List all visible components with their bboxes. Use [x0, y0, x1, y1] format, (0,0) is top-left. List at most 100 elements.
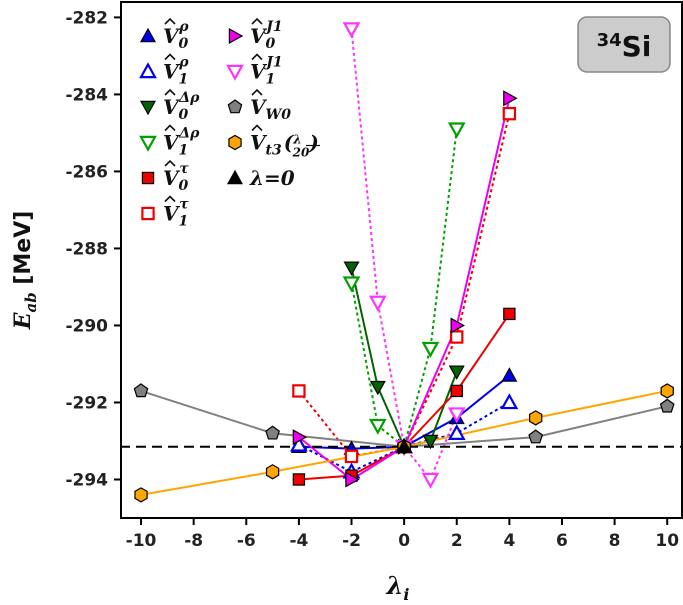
legend-label-5: V1τ — [163, 197, 189, 230]
legend-hat-accent — [251, 53, 263, 61]
data-point-s6-1 — [345, 471, 360, 488]
data-point-s5-0 — [292, 384, 306, 398]
data-point-s4-0 — [292, 473, 306, 486]
x-tick-label: 0 — [398, 531, 410, 551]
legend-marker-7 — [226, 64, 244, 81]
legend-hat-accent — [251, 88, 263, 96]
series-lines — [140, 28, 668, 496]
nucleus-mass-number: 34 — [597, 30, 622, 51]
legend-hat-accent — [251, 124, 263, 132]
data-point-s7-4 — [447, 407, 466, 424]
y-axis-title-sub: ab — [22, 292, 40, 312]
legend-label-4: V0τ — [163, 161, 189, 194]
data-point-s9-0 — [134, 487, 148, 503]
legend-hat-accent — [251, 17, 263, 25]
x-axis-title: λi — [386, 571, 410, 604]
data-point-s6-0 — [292, 429, 308, 446]
legend-marker-5 — [141, 206, 155, 221]
data-point-s7-0 — [342, 22, 361, 39]
legend-label-7: V1J1 — [250, 55, 283, 88]
data-point-s2-3 — [422, 434, 439, 450]
legend-marker-6 — [228, 27, 244, 45]
legend-marker-10 — [226, 169, 244, 185]
legend-hat-accent — [164, 124, 176, 132]
data-point-s3-0 — [342, 276, 361, 293]
nucleus-symbol: Si — [622, 30, 652, 63]
legend-hat-accent — [164, 195, 176, 203]
legend-label-2: V0Δρ — [163, 90, 200, 123]
y-tick-label: -292 — [65, 393, 108, 413]
y-tick-label: -286 — [65, 162, 108, 182]
data-point-s9-3 — [529, 410, 543, 426]
data-point-s2-0 — [343, 261, 360, 276]
y-tick-label: -288 — [65, 239, 108, 259]
series-line-6 — [298, 98, 511, 481]
data-point-s3-4 — [447, 122, 466, 139]
legend-hat-accent — [164, 159, 176, 167]
legend-hat-accent — [164, 88, 176, 96]
legend-label-6: V0J1 — [250, 19, 283, 52]
data-point-s9-1 — [265, 464, 280, 480]
data-point-s8-4 — [659, 398, 675, 413]
y-tick-label: -294 — [65, 470, 108, 490]
data-point-s6-4 — [503, 90, 518, 107]
x-tick-label: 6 — [556, 531, 568, 551]
x-tick-label: -2 — [342, 531, 361, 551]
x-axis-title-main: λ — [386, 571, 404, 600]
legend-marker-1 — [139, 62, 157, 79]
data-point-s7-3 — [421, 472, 440, 489]
legend-label-0: V0ρ — [163, 19, 189, 52]
data-point-s8-1 — [265, 425, 280, 440]
nucleus-label-box: 34Si — [577, 16, 671, 73]
x-axis-title-sub: i — [403, 585, 409, 604]
data-point-s3-3 — [421, 341, 440, 358]
legend-label-8: VW0 — [250, 95, 291, 123]
data-point-s2-4 — [448, 365, 465, 380]
legend-label-1: V1ρ — [163, 55, 189, 88]
legend-label-9: Vt3 (λ 20) — [250, 131, 319, 160]
series-markers — [133, 22, 675, 503]
legend-marker-3 — [139, 135, 157, 152]
data-point-s1-3 — [447, 424, 466, 440]
series-line-1 — [298, 401, 510, 473]
legend-label-3: V1Δρ — [163, 126, 200, 159]
legend-hat-accent — [164, 17, 176, 25]
y-tick-label: -282 — [65, 8, 108, 28]
svg-text:λi: λi — [386, 571, 410, 604]
series-line-2 — [350, 267, 458, 448]
data-point-s3-1 — [368, 418, 387, 435]
y-axis-title: Eab [MeV] — [10, 211, 40, 331]
y-axis-title-unit: [MeV] — [11, 211, 36, 293]
y-tick-label: -284 — [65, 85, 108, 105]
axis-ticks: -10 -8 -6 -4 -2 0 2 4 6 8 10 -294 -292 -290 -288 -286 -2… — [65, 8, 679, 551]
x-tick-label: -8 — [184, 531, 203, 551]
data-point-s0-4 — [501, 367, 518, 382]
x-tick-label: -10 — [126, 531, 157, 551]
x-tick-label: 4 — [503, 531, 515, 551]
x-tick-label: 10 — [655, 531, 679, 551]
series-line-5 — [298, 113, 511, 458]
data-point-s6-3 — [450, 317, 465, 334]
y-tick-label: -290 — [65, 316, 108, 336]
data-point-s5-4 — [502, 106, 517, 121]
x-tick-label: -6 — [237, 531, 256, 551]
x-tick-label: -4 — [289, 531, 308, 551]
data-point-s4-4 — [503, 307, 516, 321]
svg-text:34Si: 34Si — [597, 30, 652, 63]
data-point-s7-1 — [368, 295, 387, 312]
data-point-s10-0 — [396, 438, 413, 453]
x-tick-label: 8 — [609, 531, 621, 551]
data-point-s5-1 — [344, 449, 359, 464]
data-point-s1-0 — [290, 435, 308, 452]
data-point-s1-4 — [500, 393, 519, 410]
data-point-s2-1 — [369, 380, 386, 396]
svg-text:Eab [MeV]: Eab [MeV] — [10, 211, 40, 331]
series-line-3 — [350, 128, 458, 449]
data-point-s8-0 — [133, 383, 149, 398]
legend-label-10: λ=0 — [249, 166, 295, 190]
x-tick-label: 2 — [451, 531, 463, 551]
legend-hat-accent — [164, 53, 176, 61]
legend-marker-4 — [141, 171, 155, 185]
